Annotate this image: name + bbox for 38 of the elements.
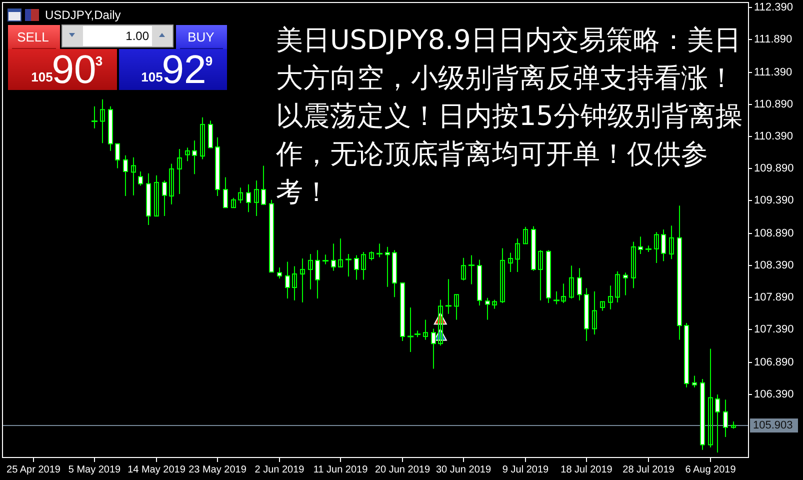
- x-tick-label: 20 Jun 2019: [374, 464, 430, 476]
- annotation: 1.00: [126, 29, 150, 43]
- x-tick-label: 18 Jul 2019: [560, 464, 613, 476]
- y-tick-label: 108.390: [754, 260, 794, 272]
- y-tick-label: 109.890: [754, 162, 794, 174]
- y-tick-label: 111.390: [754, 66, 792, 78]
- y-tick-label: 111.890: [754, 34, 792, 46]
- x-tick-label: 6 Aug 2019: [685, 464, 736, 476]
- annotation: 92: [162, 48, 206, 92]
- annotation: 90: [52, 48, 96, 92]
- x-tick-label: 23 May 2019: [188, 464, 247, 476]
- y-tick-label: 109.390: [754, 194, 794, 206]
- y-tick-label: 110.390: [754, 130, 793, 142]
- x-tick-label: 28 Jul 2019: [622, 464, 675, 476]
- x-tick-label: 5 May 2019: [68, 464, 122, 476]
- annotation: 9: [205, 54, 213, 68]
- x-tick-label: 9 Jul 2019: [502, 464, 550, 476]
- y-tick-label: 108.890: [754, 228, 794, 240]
- annotation: BUY: [188, 30, 215, 44]
- annotation: SELL: [17, 30, 49, 44]
- annotation: 3: [95, 54, 103, 68]
- x-tick-label: 2 Jun 2019: [254, 464, 305, 476]
- x-tick-label: 14 May 2019: [128, 464, 186, 476]
- y-tick-label: 107.890: [754, 292, 794, 304]
- y-tick-label: 107.390: [754, 324, 794, 336]
- x-tick-label: 25 Apr 2019: [6, 464, 61, 476]
- y-tick-label: 106.890: [754, 356, 794, 368]
- text: USDJPY,Daily: [45, 8, 121, 22]
- text: 美日USDJPY8.9日日内交易策略：美日大方向空，小级别背离反弹支持看涨！以震荡定义！日内按15分钟级别背离操作，无论顶底背离均可开单！仅供参考！: [276, 24, 744, 210]
- annotation: 105: [141, 70, 163, 84]
- y-tick-label: 110.890: [754, 98, 793, 110]
- y-tick-label: 112.390: [754, 2, 793, 14]
- y-tick-label: 106.390: [754, 388, 794, 400]
- ref-label: 105.903: [750, 418, 798, 432]
- x-tick-label: 11 Jun 2019: [313, 464, 368, 476]
- ref-line-label: 105.903: [753, 420, 793, 432]
- x-tick-label: 30 Jun 2019: [436, 464, 492, 476]
- annotation: 105: [31, 70, 53, 84]
